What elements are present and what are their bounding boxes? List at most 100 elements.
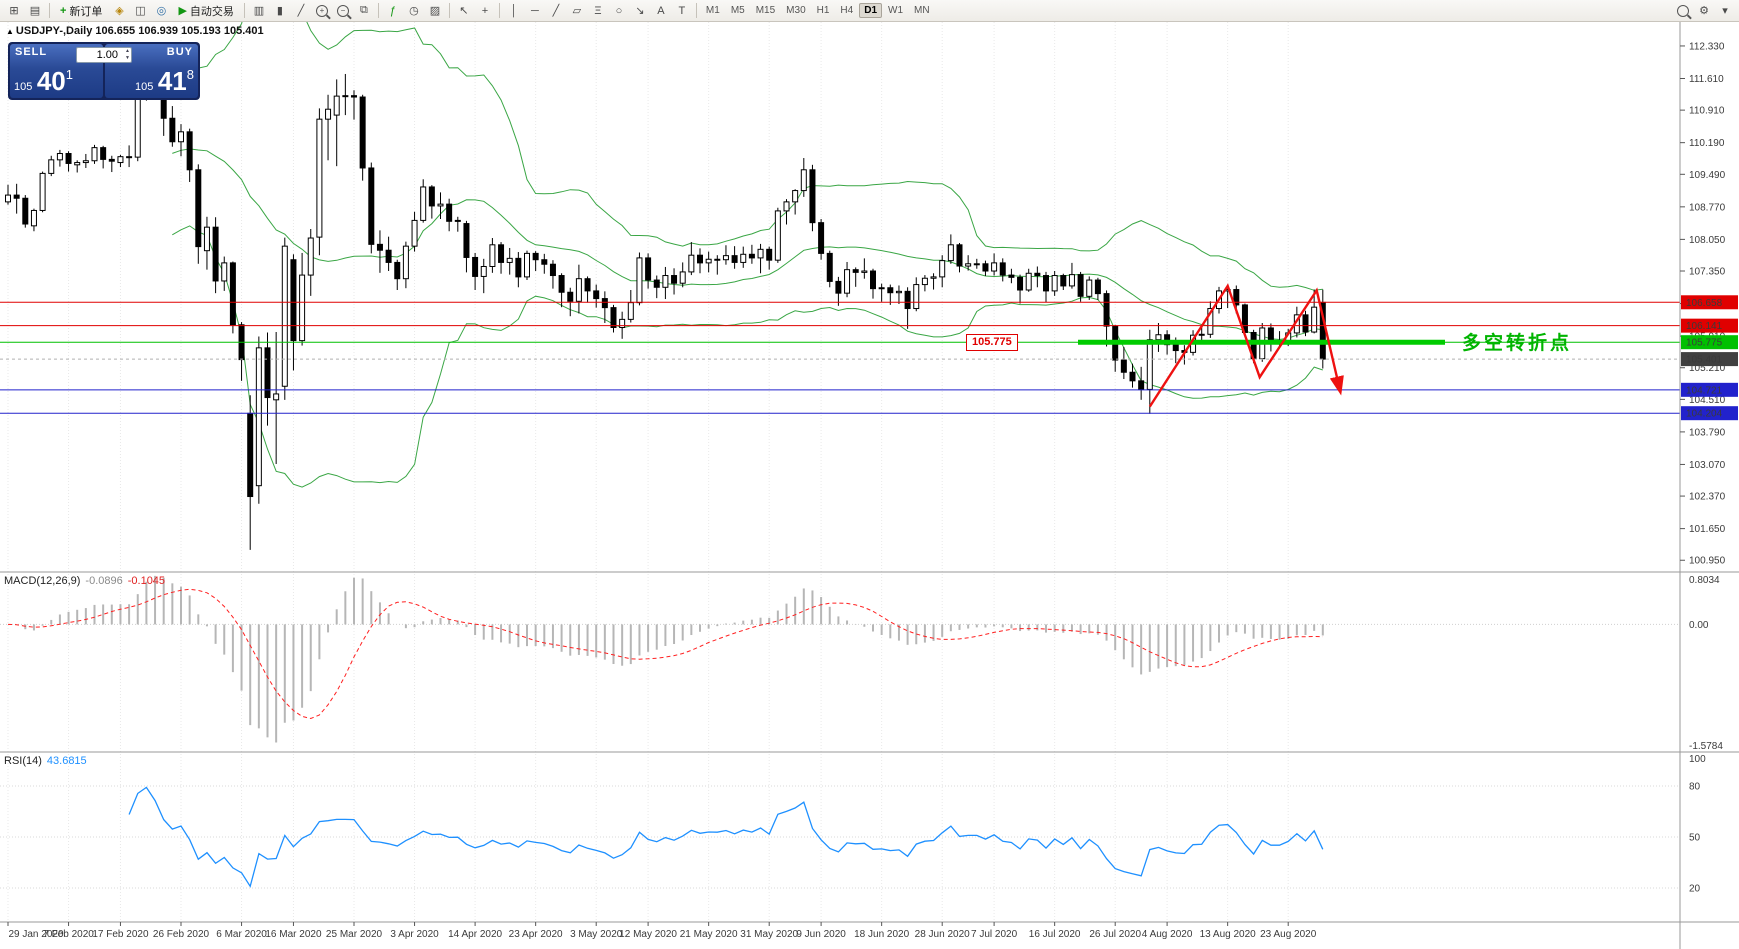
autotrading-button[interactable]: ▶ 自动交易 xyxy=(178,5,234,18)
svg-text:104.510: 104.510 xyxy=(1689,395,1726,406)
macd-histogram xyxy=(15,575,1324,743)
toolbar-separator xyxy=(377,3,379,18)
svg-text:17 Feb 2020: 17 Feb 2020 xyxy=(92,929,149,940)
trendline-icon[interactable]: ╱ xyxy=(552,5,560,17)
price-axis[interactable] xyxy=(1680,22,1739,949)
svg-text:105.401: 105.401 xyxy=(1686,355,1723,366)
svg-text:23 Apr 2020: 23 Apr 2020 xyxy=(509,929,563,940)
volume-spinner[interactable]: ▲ ▼ xyxy=(125,48,130,61)
timeframe-MN[interactable]: MN xyxy=(914,5,930,16)
svg-text:0.8034: 0.8034 xyxy=(1689,575,1720,586)
new-chart-icon[interactable]: ⊞ xyxy=(9,5,19,17)
svg-text:110.910: 110.910 xyxy=(1689,106,1725,117)
svg-text:0.00: 0.00 xyxy=(1689,620,1709,631)
svg-text:100.950: 100.950 xyxy=(1689,556,1726,567)
svg-text:12 May 2020: 12 May 2020 xyxy=(619,929,677,940)
time-axis[interactable] xyxy=(0,922,1680,949)
svg-text:4 Aug 2020: 4 Aug 2020 xyxy=(1142,929,1193,940)
timeframe-M15[interactable]: M15 xyxy=(755,5,776,16)
timeframe-M5[interactable]: M5 xyxy=(730,5,745,16)
toolbar-separator xyxy=(243,3,245,18)
text-icon[interactable]: A xyxy=(657,4,665,17)
crosshair-icon[interactable]: + xyxy=(481,4,489,17)
time-axis-labels: 29 Jan 20207 Feb 202017 Feb 2020 26 Feb 2… xyxy=(7,922,1317,940)
bollinger-bands xyxy=(172,22,1323,488)
svg-text:3 May 2020: 3 May 2020 xyxy=(570,929,623,940)
turning-point-annotation[interactable]: 多空转折点 xyxy=(1462,333,1573,354)
volume-input[interactable]: 1.00 ▲ ▼ xyxy=(76,47,132,63)
svg-text:104.721: 104.721 xyxy=(1686,385,1723,396)
ask-price: 105 418 xyxy=(135,66,194,96)
svg-text:9 Jun 2020: 9 Jun 2020 xyxy=(796,929,846,940)
svg-text:108.050: 108.050 xyxy=(1689,235,1726,246)
horizontal-line-icon[interactable]: ─ xyxy=(531,4,539,17)
svg-text:105.775: 105.775 xyxy=(1686,338,1723,349)
market-watch-icon[interactable]: ◫ xyxy=(135,5,146,17)
one-click-trading-panel: SELL 105 401 BUY 105 418 1.00 ▲ ▼ xyxy=(8,42,200,100)
svg-text:23 Aug 2020: 23 Aug 2020 xyxy=(1260,929,1317,940)
svg-text:16 Jul 2020: 16 Jul 2020 xyxy=(1029,929,1081,940)
price-level-flag[interactable]: 105.775 xyxy=(966,334,1018,351)
sell-button[interactable]: SELL 105 401 xyxy=(10,44,103,98)
svg-text:18 Jun 2020: 18 Jun 2020 xyxy=(854,929,909,940)
chevron-down-icon[interactable]: ▾ xyxy=(1722,5,1728,17)
channel-icon[interactable]: ▱ xyxy=(572,5,582,17)
timeframe-H1[interactable]: H1 xyxy=(816,5,830,16)
cursor-icon[interactable]: ↖ xyxy=(459,5,469,17)
svg-text:101.650: 101.650 xyxy=(1689,524,1726,535)
svg-text:7 Feb 2020: 7 Feb 2020 xyxy=(43,929,94,940)
toolbar-separator xyxy=(448,3,450,18)
arrows-icon[interactable]: ↘ xyxy=(635,5,645,17)
vertical-line-icon[interactable]: │ xyxy=(510,4,518,17)
svg-text:25 Mar 2020: 25 Mar 2020 xyxy=(326,929,383,940)
periods-icon[interactable]: ◷ xyxy=(409,5,419,17)
tile-windows-icon[interactable]: ⧉ xyxy=(359,4,368,16)
chart-background xyxy=(0,22,1739,949)
price-badges: 106.658 106.141 105.775 105.401 104.721 104.2… xyxy=(1681,295,1738,421)
svg-text:29 Jan 2020: 29 Jan 2020 xyxy=(8,929,63,940)
svg-text:21 May 2020: 21 May 2020 xyxy=(680,929,738,940)
templates-icon[interactable]: ▨ xyxy=(429,5,441,17)
svg-text:100: 100 xyxy=(1689,754,1706,765)
profiles-icon[interactable]: ▤ xyxy=(29,5,41,17)
zoom-in-icon[interactable]: + xyxy=(312,2,332,20)
svg-text:16 Mar 2020: 16 Mar 2020 xyxy=(265,929,322,940)
svg-text:14 Apr 2020: 14 Apr 2020 xyxy=(448,929,502,940)
grid-layer xyxy=(7,22,1289,922)
svg-text:103.790: 103.790 xyxy=(1689,427,1726,438)
shapes-icon[interactable]: ○ xyxy=(615,4,623,17)
settings-icon[interactable]: ⚙ xyxy=(1699,5,1709,17)
timeframe-M1[interactable]: M1 xyxy=(705,5,720,16)
bar-chart-icon[interactable]: ▥ xyxy=(253,5,265,17)
svg-text:110.190: 110.190 xyxy=(1689,138,1725,149)
chart-plot-area[interactable] xyxy=(0,22,1680,922)
candlestick-icon[interactable]: ▮ xyxy=(276,5,283,17)
compass-icon[interactable]: ◈ xyxy=(115,5,124,17)
search-icon[interactable] xyxy=(1673,2,1693,20)
svg-text:7 Jul 2020: 7 Jul 2020 xyxy=(971,929,1018,940)
timeframe-H4[interactable]: H4 xyxy=(840,5,854,16)
fibonacci-icon[interactable]: Ξ xyxy=(594,4,602,17)
new-order-button[interactable]: + 新订单 xyxy=(60,4,103,18)
svg-text:13 Aug 2020: 13 Aug 2020 xyxy=(1200,929,1257,940)
toolbar-separator xyxy=(695,3,697,18)
price-path-annotation[interactable] xyxy=(1148,283,1344,408)
timeframe-W1[interactable]: W1 xyxy=(888,5,904,16)
timeframe-D1[interactable]: D1 xyxy=(859,3,883,18)
indicators-icon[interactable]: ƒ xyxy=(389,4,396,17)
svg-text:106.658: 106.658 xyxy=(1686,298,1723,309)
svg-text:102.370: 102.370 xyxy=(1689,492,1726,503)
svg-text:-1.5784: -1.5784 xyxy=(1689,741,1723,752)
text-label-icon[interactable]: T xyxy=(678,4,686,17)
line-chart-icon[interactable]: ╱ xyxy=(297,5,305,17)
svg-text:80: 80 xyxy=(1689,782,1701,793)
strategy-info-icon[interactable]: ◎ xyxy=(156,5,167,17)
sell-label: SELL xyxy=(15,46,48,58)
zoom-out-icon[interactable]: − xyxy=(333,2,353,20)
svg-text:111.610: 111.610 xyxy=(1689,74,1724,85)
svg-text:112.330: 112.330 xyxy=(1689,41,1725,52)
svg-text:26 Jul 2020: 26 Jul 2020 xyxy=(1089,929,1141,940)
timeframe-M30[interactable]: M30 xyxy=(786,5,806,16)
